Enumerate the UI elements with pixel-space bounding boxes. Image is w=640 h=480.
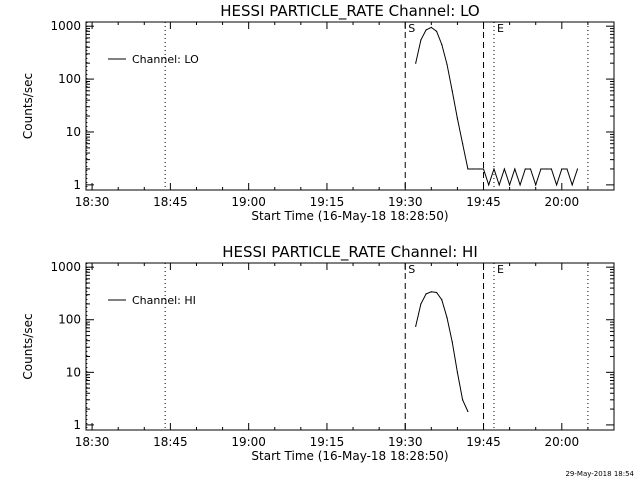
panel1-data-point [529, 168, 532, 170]
panel1-xtick-label: 18:30 [75, 195, 110, 209]
panel1-xtick-label: 19:15 [310, 195, 345, 209]
panel2-xtick-label: 19:00 [231, 435, 266, 449]
panel1-data-point [446, 63, 448, 65]
panel2-series-line [415, 291, 469, 412]
panel1-xtick-label: 19:45 [466, 195, 501, 209]
panel2-data-point [441, 299, 443, 301]
plot-timestamp: 29-May-2018 18:54 [565, 470, 634, 478]
panel2-marker-label-S: S [408, 263, 415, 276]
panel2-title: HESSI PARTICLE_RATE Channel: HI [222, 243, 478, 262]
panel1-ytick-label: 10 [66, 125, 81, 139]
panel1-data-point [514, 168, 516, 170]
panel2-ytick-label: 1 [73, 418, 81, 432]
panel2-data-point [430, 291, 432, 293]
panel1-data-point [456, 117, 459, 120]
panel1-data-point [493, 168, 495, 170]
panel1-data-point [535, 184, 537, 186]
panel1-data-point [566, 168, 568, 170]
panel1-data-point [555, 184, 558, 186]
panel1-data-point [524, 168, 526, 170]
panel2-xlabel: Start Time (16-May-18 18:28:50) [251, 449, 448, 463]
panel1-data-point [540, 168, 542, 170]
panel1-xtick-label: 20:00 [545, 195, 580, 209]
panel1-data-point [503, 168, 505, 170]
panel1-data-point [509, 184, 511, 186]
panel2-data-point [435, 291, 438, 294]
panel2-ytick-label: 10 [66, 365, 81, 379]
panel1-title: HESSI PARTICLE_RATE Channel: LO [220, 2, 479, 21]
panel1-marker-label-E: E [497, 22, 504, 35]
panel1-ytick-label: 1 [73, 178, 81, 192]
panel1-data-point [482, 168, 485, 170]
panel2-xtick-label: 20:00 [545, 435, 580, 449]
panel1-data-point [571, 184, 573, 186]
panel2-data-point [420, 303, 422, 305]
panel2-data-point [451, 341, 453, 343]
panel1-data-point [451, 90, 453, 92]
panel1-data-point [472, 168, 474, 170]
panel1-data-point [462, 143, 464, 145]
panel1-data-point [561, 168, 563, 170]
panel1-data-point [435, 30, 438, 32]
panel1-ytick-label: 1000 [50, 19, 81, 33]
panel2-xtick-label: 18:30 [75, 435, 110, 449]
panel1-data-point [498, 184, 500, 186]
panel1-ytick-label: 100 [58, 72, 81, 86]
panel1-marker-label-S: S [408, 22, 415, 35]
panel1-data-point [430, 26, 432, 28]
panel2-ytick-label: 100 [58, 313, 81, 327]
panel1-xtick-label: 19:30 [388, 195, 423, 209]
panel1-plot-frame [85, 21, 615, 191]
panel2-data-point [462, 399, 464, 401]
panel1-data-point [550, 168, 552, 170]
panel1-xlabel: Start Time (16-May-18 18:28:50) [251, 209, 448, 223]
panel2-data-point [456, 371, 459, 373]
panel2-ytick-label: 1000 [50, 260, 81, 274]
panel1-data-point [420, 39, 422, 41]
panel1-xtick-label: 19:00 [231, 195, 266, 209]
panel2-xtick-label: 19:30 [388, 435, 423, 449]
panel2-xtick-label: 18:45 [153, 435, 188, 449]
panel2-marker-label-E: E [497, 263, 504, 276]
panel1-data-point [477, 168, 479, 170]
panel2-data-point [467, 410, 469, 413]
panel2-plot-frame [85, 262, 615, 431]
panel1-data-point [488, 184, 490, 186]
panel1-xtick-label: 18:45 [153, 195, 188, 209]
panel1-data-point [425, 29, 427, 31]
panel1-data-point [545, 168, 547, 170]
panel1-legend-label: Channel: LO [132, 53, 199, 66]
panel2-ylabel: Counts/sec [21, 313, 35, 379]
panel1-data-point [415, 62, 417, 64]
panel1-data-point [519, 184, 521, 186]
panel1-ylabel: Counts/sec [21, 73, 35, 139]
panel2-legend-label: Channel: HI [132, 294, 196, 307]
panel1-data-point [441, 43, 443, 46]
panel1-data-point [576, 168, 579, 170]
panel2-data-point [425, 293, 427, 295]
panel1-series-line [415, 26, 578, 187]
panel1-data-point [467, 168, 469, 170]
panel2-data-point [415, 325, 417, 327]
panel2-xtick-label: 19:45 [466, 435, 501, 449]
panel2-xtick-label: 19:15 [310, 435, 345, 449]
panel2-data-point [446, 316, 448, 319]
